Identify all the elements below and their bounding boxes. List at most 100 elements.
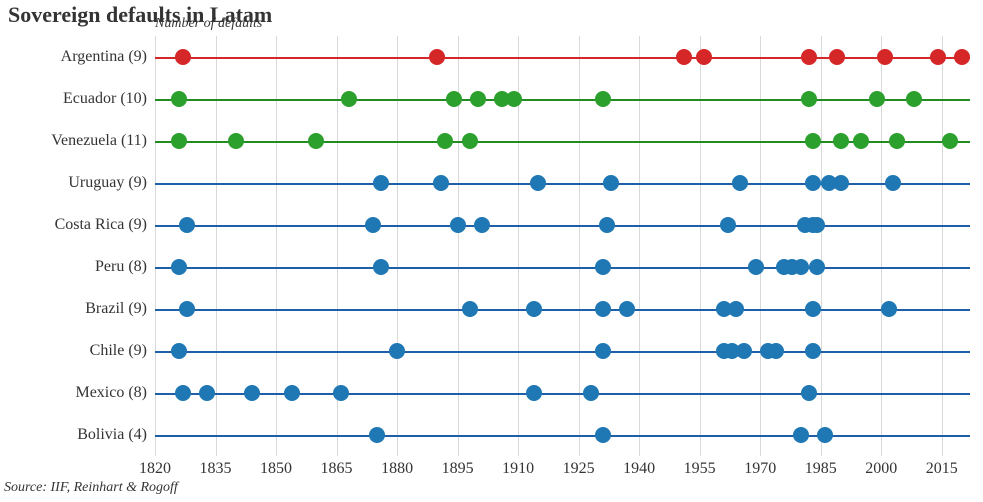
default-marker [732,175,748,191]
default-marker [809,217,825,233]
default-marker [793,259,809,275]
default-marker [171,259,187,275]
default-marker [619,301,635,317]
default-marker [530,175,546,191]
country-label: Bolivia (4) [8,426,147,444]
country-row-line [155,393,970,395]
default-marker [244,385,260,401]
x-axis-tick-label: 2015 [926,460,958,478]
default-marker [817,427,833,443]
country-row-line [155,57,970,59]
default-marker [696,49,712,65]
default-marker [829,49,845,65]
default-marker [801,385,817,401]
country-row-line [155,99,970,101]
default-marker [450,217,466,233]
default-marker [171,91,187,107]
default-marker [462,301,478,317]
country-label: Argentina (9) [8,48,147,66]
default-marker [228,133,244,149]
default-marker [801,91,817,107]
chart-plot-area [155,36,970,456]
default-marker [603,175,619,191]
default-marker [793,427,809,443]
default-marker [433,175,449,191]
default-marker [175,385,191,401]
default-marker [474,217,490,233]
default-marker [341,91,357,107]
country-label: Ecuador (10) [8,90,147,108]
default-marker [869,91,885,107]
default-marker [853,133,869,149]
default-marker [365,217,381,233]
default-marker [446,91,462,107]
country-row-line [155,351,970,353]
x-axis-tick-label: 1865 [321,460,353,478]
default-marker [881,301,897,317]
default-marker [595,343,611,359]
default-marker [179,217,195,233]
default-marker [171,133,187,149]
default-marker [429,49,445,65]
country-label: Venezuela (11) [8,132,147,150]
default-marker [805,133,821,149]
x-axis-tick-label: 1820 [139,460,171,478]
default-marker [942,133,958,149]
country-row-line [155,267,970,269]
default-marker [805,343,821,359]
default-marker [954,49,970,65]
default-marker [369,427,385,443]
default-marker [199,385,215,401]
default-marker [437,133,453,149]
x-axis-tick-label: 1925 [563,460,595,478]
country-label: Chile (9) [8,342,147,360]
default-marker [179,301,195,317]
default-marker [805,175,821,191]
default-marker [801,49,817,65]
default-marker [595,259,611,275]
default-marker [389,343,405,359]
default-marker [930,49,946,65]
chart-subtitle: Number of defaults [155,16,262,32]
x-axis-tick-label: 2000 [865,460,897,478]
chart-container: Sovereign defaults in Latam Number of de… [0,0,983,502]
default-marker [308,133,324,149]
default-marker [284,385,300,401]
default-marker [768,343,784,359]
default-marker [720,217,736,233]
x-axis-tick-label: 1970 [744,460,776,478]
x-axis-tick-label: 1895 [442,460,474,478]
default-marker [526,301,542,317]
default-marker [676,49,692,65]
default-marker [595,427,611,443]
default-marker [333,385,349,401]
x-axis-tick-label: 1835 [200,460,232,478]
x-axis-tick-label: 1880 [381,460,413,478]
default-marker [736,343,752,359]
default-marker [833,175,849,191]
country-label: Costa Rica (9) [8,216,147,234]
default-marker [373,175,389,191]
x-axis-tick-label: 1940 [623,460,655,478]
default-marker [889,133,905,149]
default-marker [526,385,542,401]
default-marker [833,133,849,149]
default-marker [599,217,615,233]
x-axis-tick-label: 1850 [260,460,292,478]
default-marker [595,91,611,107]
country-label: Peru (8) [8,258,147,276]
default-marker [877,49,893,65]
default-marker [809,259,825,275]
x-axis-tick-label: 1985 [805,460,837,478]
default-marker [470,91,486,107]
default-marker [583,385,599,401]
default-marker [728,301,744,317]
x-axis-tick-label: 1955 [684,460,716,478]
country-label: Uruguay (9) [8,174,147,192]
default-marker [462,133,478,149]
default-marker [906,91,922,107]
default-marker [506,91,522,107]
default-marker [171,343,187,359]
country-row-line [155,309,970,311]
default-marker [885,175,901,191]
